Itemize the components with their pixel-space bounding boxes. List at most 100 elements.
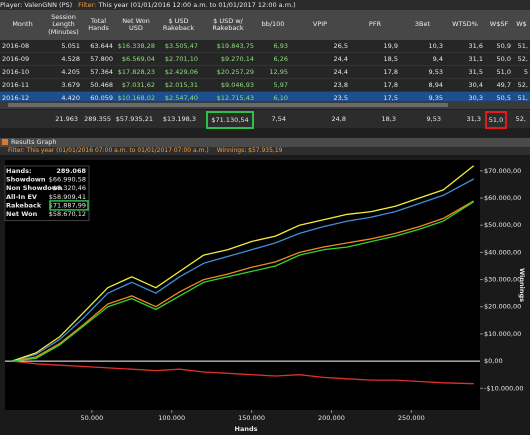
stats-label: Rakeback xyxy=(6,201,42,209)
column-header: W$ xyxy=(513,10,530,40)
y-tick-label: $10.000,00 xyxy=(484,330,521,338)
table-cell: 12,95 xyxy=(256,65,290,79)
table-cell: $9.270,14 xyxy=(200,52,256,66)
table-row: 2016-11 3.679 50.468 $7.031,62 $2.015,31 $9.0… xyxy=(0,78,530,92)
total-cell: 24,8 xyxy=(331,115,346,123)
table-row: 2016-10 4.205 57.364 $17.828,23 $2.429,06 $20… xyxy=(0,65,530,79)
player: Player: ValenGNN (PS) xyxy=(0,1,73,9)
scrollbar[interactable] xyxy=(0,101,530,109)
table-cell: 17,8 xyxy=(350,78,400,92)
series-line xyxy=(11,165,475,362)
stats-value: $58.909,41 xyxy=(49,193,86,201)
filter-label: Filter: xyxy=(78,1,97,9)
column-header: Month xyxy=(0,10,45,40)
column-header: Total Hands xyxy=(82,10,115,40)
graph-icon xyxy=(2,139,8,145)
table-cell: 24,4 xyxy=(290,52,350,66)
column-header: VPIP xyxy=(290,10,350,40)
table-cell: 57.364 xyxy=(82,65,115,79)
x-tick-label: 100.000 xyxy=(158,414,185,422)
stats-table: Month Session Length (Minutes) Total Hands… xyxy=(0,10,530,105)
column-header: Net Won USD xyxy=(115,10,157,40)
table-cell: 50.468 xyxy=(82,78,115,92)
table-cell: $20.257,29 xyxy=(200,65,256,79)
table-cell: 2016-08 xyxy=(0,40,45,53)
table-cell: 9,4 xyxy=(400,52,445,66)
stats-value: $71.887,99 xyxy=(49,201,86,209)
table-cell: 24,4 xyxy=(290,65,350,79)
total-cell: 21.963 xyxy=(55,115,78,123)
y-tick-label: $60.000,00 xyxy=(484,194,521,202)
table-cell: 31,6 xyxy=(445,40,485,53)
stats-value: $58.670,12 xyxy=(49,210,86,218)
table-cell: 50,9 xyxy=(485,40,513,53)
table-cell: $16.338,28 xyxy=(115,40,157,53)
table-cell: 31,5 xyxy=(445,65,485,79)
total-row: 21.963 289.355 $57.935,21 $13.198,3 $71.130,… xyxy=(0,110,530,129)
table-cell: $2.701,10 xyxy=(157,52,200,66)
stats-label: Showdown xyxy=(6,176,46,184)
table-cell: 17,8 xyxy=(350,65,400,79)
table-cell: 5.051 xyxy=(45,40,82,53)
filter: This year (01/01/2016 12:00 a.m. to 01/0… xyxy=(98,1,296,9)
column-header: PFR xyxy=(350,10,400,40)
table-cell: 23,8 xyxy=(290,78,350,92)
table-cell: $3.505,47 xyxy=(157,40,200,53)
table-cell: 26,5 xyxy=(290,40,350,53)
scroll-thumb[interactable] xyxy=(8,103,448,107)
y-tick-label: $40.000,00 xyxy=(484,248,521,256)
x-tick-label: 50.000 xyxy=(80,414,103,422)
table-row: 2016-09 4.528 57.800 $6.569,04 $2.701,10 $9.2… xyxy=(0,52,530,66)
total-cell: $13.198,3 xyxy=(162,115,196,123)
x-tick-label: 200.000 xyxy=(318,414,345,422)
table-cell: $9.046,93 xyxy=(200,78,256,92)
table-cell: 19,9 xyxy=(350,40,400,53)
table-cell: 57.800 xyxy=(82,52,115,66)
table-cell: 51, xyxy=(513,40,530,53)
table-cell: 10,3 xyxy=(400,40,445,53)
series-line xyxy=(11,360,474,385)
stats-label: Net Won xyxy=(6,210,38,218)
stats-box xyxy=(4,165,90,222)
table-cell: $7.031,62 xyxy=(115,78,157,92)
total-cell: 31,3 xyxy=(466,115,481,123)
table-cell: 6,26 xyxy=(256,52,290,66)
stats-label: Non Showdown xyxy=(6,184,63,192)
x-tick-label: 150.000 xyxy=(238,414,265,422)
total-cell: 18,3 xyxy=(381,115,396,123)
graph-filter: Filter: This year (01/01/2016 07:00 a.m.… xyxy=(0,147,530,155)
column-header: $ USD w/ Rakeback xyxy=(200,10,256,40)
table-cell: 31,1 xyxy=(445,52,485,66)
total-cell: 7,54 xyxy=(271,115,286,123)
column-header: Session Length (Minutes) xyxy=(45,10,82,40)
table-row: 2016-08 5.051 63.644 $16.338,28 $3.505,47 $19… xyxy=(0,40,530,53)
table-cell: 4.205 xyxy=(45,65,82,79)
table-cell: 2016-10 xyxy=(0,65,45,79)
table-cell: 3.679 xyxy=(45,78,82,92)
stats-value: $66.990,58 xyxy=(49,176,86,184)
y-tick-label: $30.000,00 xyxy=(484,276,521,284)
player-bar: Player: ValenGNN (PS) Filter: This year (… xyxy=(0,0,530,10)
table-cell: 8,94 xyxy=(400,78,445,92)
stats-label: Hands: xyxy=(6,167,32,175)
y-tick-label: $70.000,00 xyxy=(484,167,521,175)
y-tick-label: $0,00 xyxy=(484,357,503,365)
total-cell: $57.935,21 xyxy=(115,115,153,123)
table-cell: 49,7 xyxy=(485,78,513,92)
table-cell: 30,4 xyxy=(445,78,485,92)
highlight-box xyxy=(49,200,89,211)
table-cell: 5 xyxy=(513,65,530,79)
table-cell: 5,97 xyxy=(256,78,290,92)
table-cell: 18,5 xyxy=(350,52,400,66)
column-header: 3Bet xyxy=(400,10,445,40)
y-tick-label: $50.000,00 xyxy=(484,221,521,229)
stats-label: All-In EV xyxy=(6,193,37,201)
series-line xyxy=(11,201,475,362)
total-cell: $71.130,54 xyxy=(206,111,254,129)
table-cell: 51,0 xyxy=(485,65,513,79)
graph-title-bar: Results Graph xyxy=(0,138,530,147)
total-cell: 51,0 xyxy=(485,111,507,129)
total-cell: 9,53 xyxy=(426,115,441,123)
graph-winnings: Winnings: $57.935,19 xyxy=(216,147,283,154)
